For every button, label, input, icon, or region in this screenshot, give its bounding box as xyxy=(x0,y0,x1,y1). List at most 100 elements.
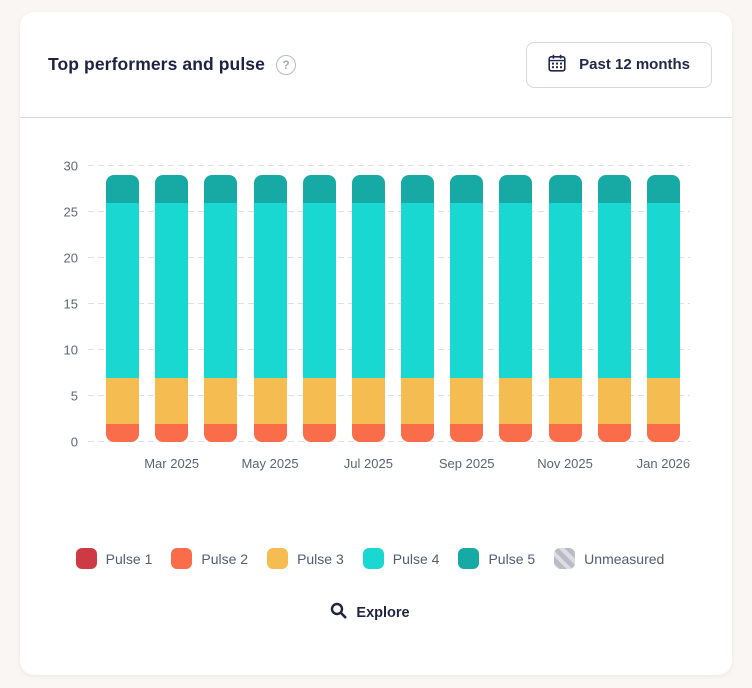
question-mark-icon[interactable]: ? xyxy=(275,54,296,75)
legend-label: Unmeasured xyxy=(584,550,665,567)
explore-button[interactable]: Explore xyxy=(330,602,410,623)
bar-apr-2025[interactable] xyxy=(204,175,238,442)
bar-segment-pulse-2 xyxy=(401,423,435,442)
legend-item-pulse-1[interactable]: Pulse 1 xyxy=(75,548,153,569)
x-axis-slot: Sep 2025 xyxy=(439,456,495,474)
bar-segment-pulse-4 xyxy=(302,202,336,378)
x-axis-slot: Jan 2026 xyxy=(637,456,691,474)
bar-segment-pulse-2 xyxy=(548,423,582,442)
bar-segment-pulse-2 xyxy=(597,423,631,442)
bar-oct-2025[interactable] xyxy=(499,175,533,442)
bar-segment-pulse-2 xyxy=(253,423,287,442)
bar-segment-pulse-3 xyxy=(351,377,385,424)
legend-label: Pulse 1 xyxy=(105,550,153,567)
bar-segment-pulse-5 xyxy=(646,175,680,203)
bar-segment-pulse-2 xyxy=(499,423,533,442)
bar-segment-pulse-2 xyxy=(204,423,238,442)
legend-item-unmeasured[interactable]: Unmeasured xyxy=(554,548,664,569)
gridline xyxy=(88,349,690,350)
x-axis-slot: Mar 2025 xyxy=(144,456,199,474)
bar-segment-pulse-4 xyxy=(401,202,435,378)
y-axis-tick-label: 25 xyxy=(63,204,78,220)
legend-item-pulse-2[interactable]: Pulse 2 xyxy=(171,548,248,569)
bar-segment-pulse-2 xyxy=(450,423,484,442)
x-axis-slot: Nov 2025 xyxy=(537,456,593,474)
legend-item-pulse-5[interactable]: Pulse 5 xyxy=(458,548,535,569)
y-axis-tick-label: 5 xyxy=(70,388,78,404)
bar-segment-pulse-4 xyxy=(204,202,238,378)
search-icon xyxy=(330,602,347,623)
page-title: Top performers and pulse xyxy=(48,54,265,74)
y-axis-tick-label: 15 xyxy=(63,296,78,312)
date-range-label: Past 12 months xyxy=(579,56,690,73)
legend-label: Pulse 2 xyxy=(201,550,249,567)
bars-row xyxy=(88,175,690,442)
legend-label: Pulse 4 xyxy=(392,550,440,567)
bar-segment-pulse-5 xyxy=(253,175,287,203)
gridline xyxy=(88,165,690,166)
gridline xyxy=(88,211,690,212)
bar-segment-pulse-5 xyxy=(106,175,139,203)
bar-sep-2025[interactable] xyxy=(450,175,484,442)
x-axis-slot: May 2025 xyxy=(241,456,298,474)
bar-segment-pulse-2 xyxy=(646,423,680,442)
bar-segment-pulse-4 xyxy=(450,202,484,378)
bar-segment-pulse-2 xyxy=(351,423,385,442)
bar-segment-pulse-3 xyxy=(499,377,533,424)
calendar-icon xyxy=(548,54,566,76)
x-axis-tick-label: May 2025 xyxy=(241,456,299,471)
bar-segment-pulse-5 xyxy=(548,175,582,203)
legend: Pulse 1 Pulse 2 Pulse 3 Pulse 4 Pulse 5 Unmea… xyxy=(50,548,690,569)
title-group: Top performers and pulse ? xyxy=(48,54,296,75)
legend-swatch-pulse-5 xyxy=(458,548,480,569)
bar-segment-pulse-5 xyxy=(450,175,484,203)
date-range-button[interactable]: Past 12 months xyxy=(526,41,712,88)
x-axis-tick-label: Mar 2025 xyxy=(144,456,200,471)
bar-segment-pulse-3 xyxy=(155,377,189,424)
bar-dec-2025[interactable] xyxy=(597,175,631,442)
bar-segment-pulse-5 xyxy=(401,175,435,203)
bar-segment-pulse-5 xyxy=(351,175,385,203)
bar-segment-pulse-2 xyxy=(155,423,189,442)
bar-segment-pulse-5 xyxy=(302,175,336,203)
bar-segment-pulse-5 xyxy=(499,175,533,203)
bar-segment-pulse-4 xyxy=(646,202,680,378)
bar-segment-pulse-5 xyxy=(155,175,189,203)
bar-segment-pulse-3 xyxy=(646,377,680,424)
bar-segment-pulse-3 xyxy=(302,377,336,424)
bar-segment-pulse-2 xyxy=(106,423,139,442)
gridline xyxy=(88,257,690,258)
legend-item-pulse-4[interactable]: Pulse 4 xyxy=(362,548,440,569)
bar-segment-pulse-3 xyxy=(204,377,238,424)
explore-row: Explore xyxy=(50,602,690,623)
bar-segment-pulse-4 xyxy=(155,202,189,378)
bar-jan-2026[interactable] xyxy=(646,175,680,442)
bar-segment-pulse-3 xyxy=(106,377,139,424)
x-axis-slot: Jul 2025 xyxy=(344,456,393,474)
header-divider xyxy=(20,117,732,118)
bar-jul-2025[interactable] xyxy=(351,175,385,442)
x-axis-slot xyxy=(401,456,434,474)
bar-jun-2025[interactable] xyxy=(302,175,336,442)
bar-segment-pulse-3 xyxy=(401,377,435,424)
bar-segment-pulse-2 xyxy=(302,423,336,442)
bar-mar-2025[interactable] xyxy=(155,175,189,442)
bar-segment-pulse-4 xyxy=(499,202,533,378)
legend-swatch-pulse-1 xyxy=(75,548,97,569)
legend-item-pulse-3[interactable]: Pulse 3 xyxy=(267,548,344,569)
legend-swatch-unmeasured xyxy=(554,548,576,569)
bar-segment-pulse-3 xyxy=(450,377,484,424)
card-header: Top performers and pulse ? Past 12 month… xyxy=(20,12,732,117)
bar-aug-2025[interactable] xyxy=(401,175,435,442)
bar-segment-pulse-5 xyxy=(597,175,631,203)
legend-swatch-pulse-2 xyxy=(171,548,193,569)
bar-may-2025[interactable] xyxy=(253,175,287,442)
gridline xyxy=(88,441,690,442)
bar-nov-2025[interactable] xyxy=(548,175,582,442)
bar-segment-pulse-3 xyxy=(253,377,287,424)
legend-label: Pulse 3 xyxy=(297,550,344,567)
bar-segment-pulse-4 xyxy=(597,202,631,378)
bar-feb-2025[interactable] xyxy=(106,175,139,442)
legend-swatch-pulse-3 xyxy=(267,548,289,569)
x-axis-slot xyxy=(598,456,631,474)
